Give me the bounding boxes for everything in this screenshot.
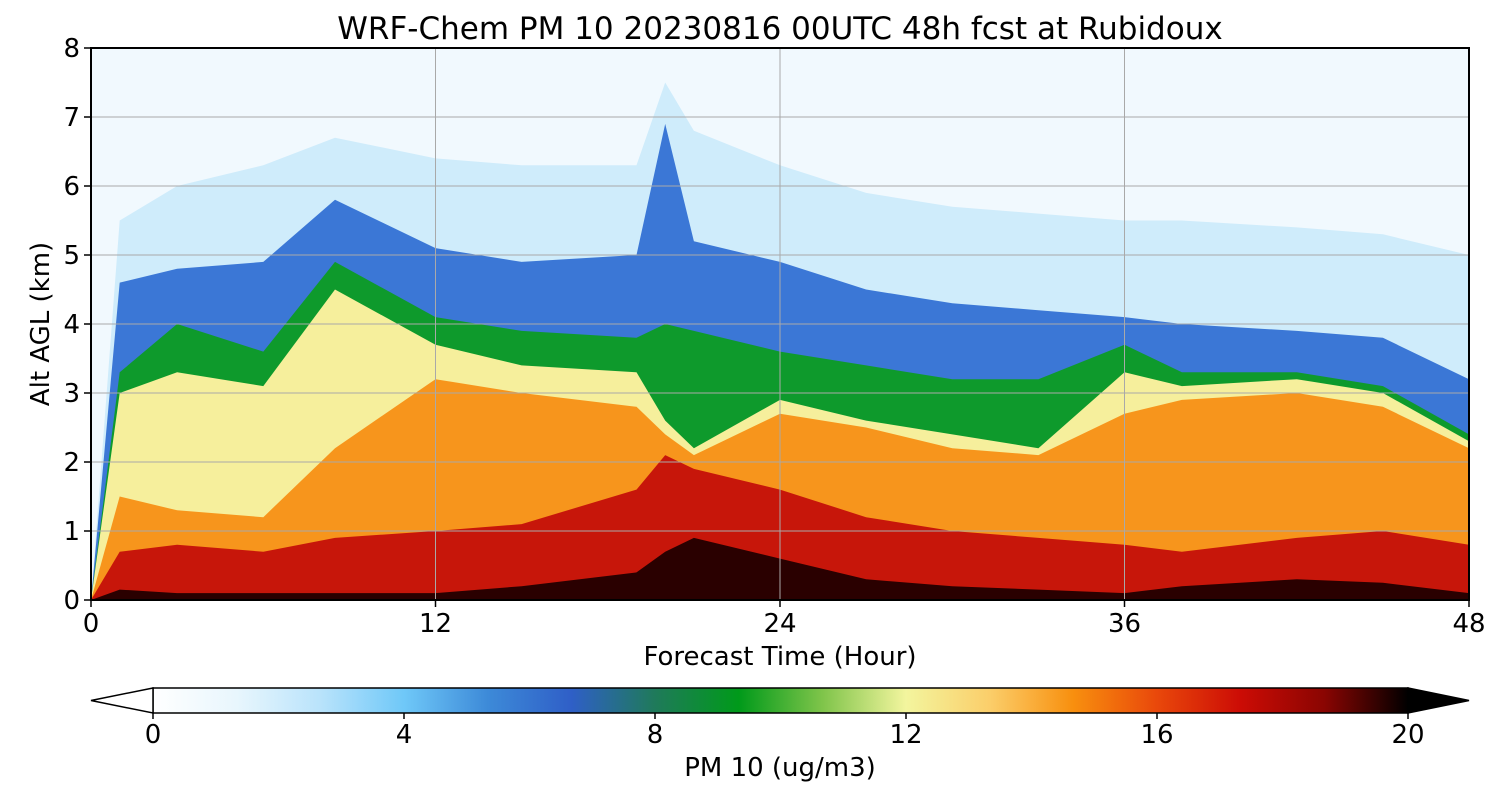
colorbar-tick-label: 8 bbox=[647, 720, 664, 750]
colorbar-ticks: 0 4 8 12 16 20 bbox=[145, 713, 1425, 750]
plot-area bbox=[91, 48, 1469, 600]
y-tick-label: 2 bbox=[63, 448, 80, 478]
colorbar-tick-label: 0 bbox=[145, 720, 162, 750]
y-tick-label: 4 bbox=[63, 310, 80, 340]
colorbar-label: PM 10 (ug/m3) bbox=[684, 753, 876, 783]
chart-title: WRF-Chem PM 10 20230816 00UTC 48h fcst a… bbox=[337, 11, 1222, 47]
y-axis-label: Alt AGL (km) bbox=[26, 242, 56, 406]
y-tick-label: 1 bbox=[63, 517, 80, 547]
colorbar-max-extend bbox=[1407, 687, 1470, 714]
y-tick-label: 5 bbox=[63, 241, 80, 271]
colorbar-body bbox=[152, 687, 1409, 714]
x-tick-label: 36 bbox=[1108, 609, 1141, 639]
grid-lines bbox=[91, 48, 1469, 600]
y-tick-label: 0 bbox=[63, 586, 80, 616]
colorbar-min-extend bbox=[90, 687, 154, 714]
x-tick-label: 24 bbox=[763, 609, 796, 639]
x-axis: 0 12 24 36 48 bbox=[83, 600, 1486, 639]
colorbar-tick-label: 16 bbox=[1140, 720, 1173, 750]
y-axis: 0 1 2 3 4 5 6 7 8 bbox=[63, 34, 91, 616]
y-tick-label: 7 bbox=[63, 103, 80, 133]
x-tick-label: 48 bbox=[1452, 609, 1485, 639]
colorbar-tick-label: 12 bbox=[889, 720, 922, 750]
colorbar-tick-label: 20 bbox=[1391, 720, 1424, 750]
x-tick-label: 0 bbox=[83, 609, 100, 639]
colorbar-tick-label: 4 bbox=[396, 720, 413, 750]
y-tick-label: 3 bbox=[63, 379, 80, 409]
x-axis-label: Forecast Time (Hour) bbox=[643, 642, 916, 672]
colorbar: 0 4 8 12 16 20 bbox=[90, 687, 1470, 750]
y-tick-label: 6 bbox=[63, 172, 80, 202]
y-tick-label: 8 bbox=[63, 34, 80, 64]
x-tick-label: 12 bbox=[419, 609, 452, 639]
